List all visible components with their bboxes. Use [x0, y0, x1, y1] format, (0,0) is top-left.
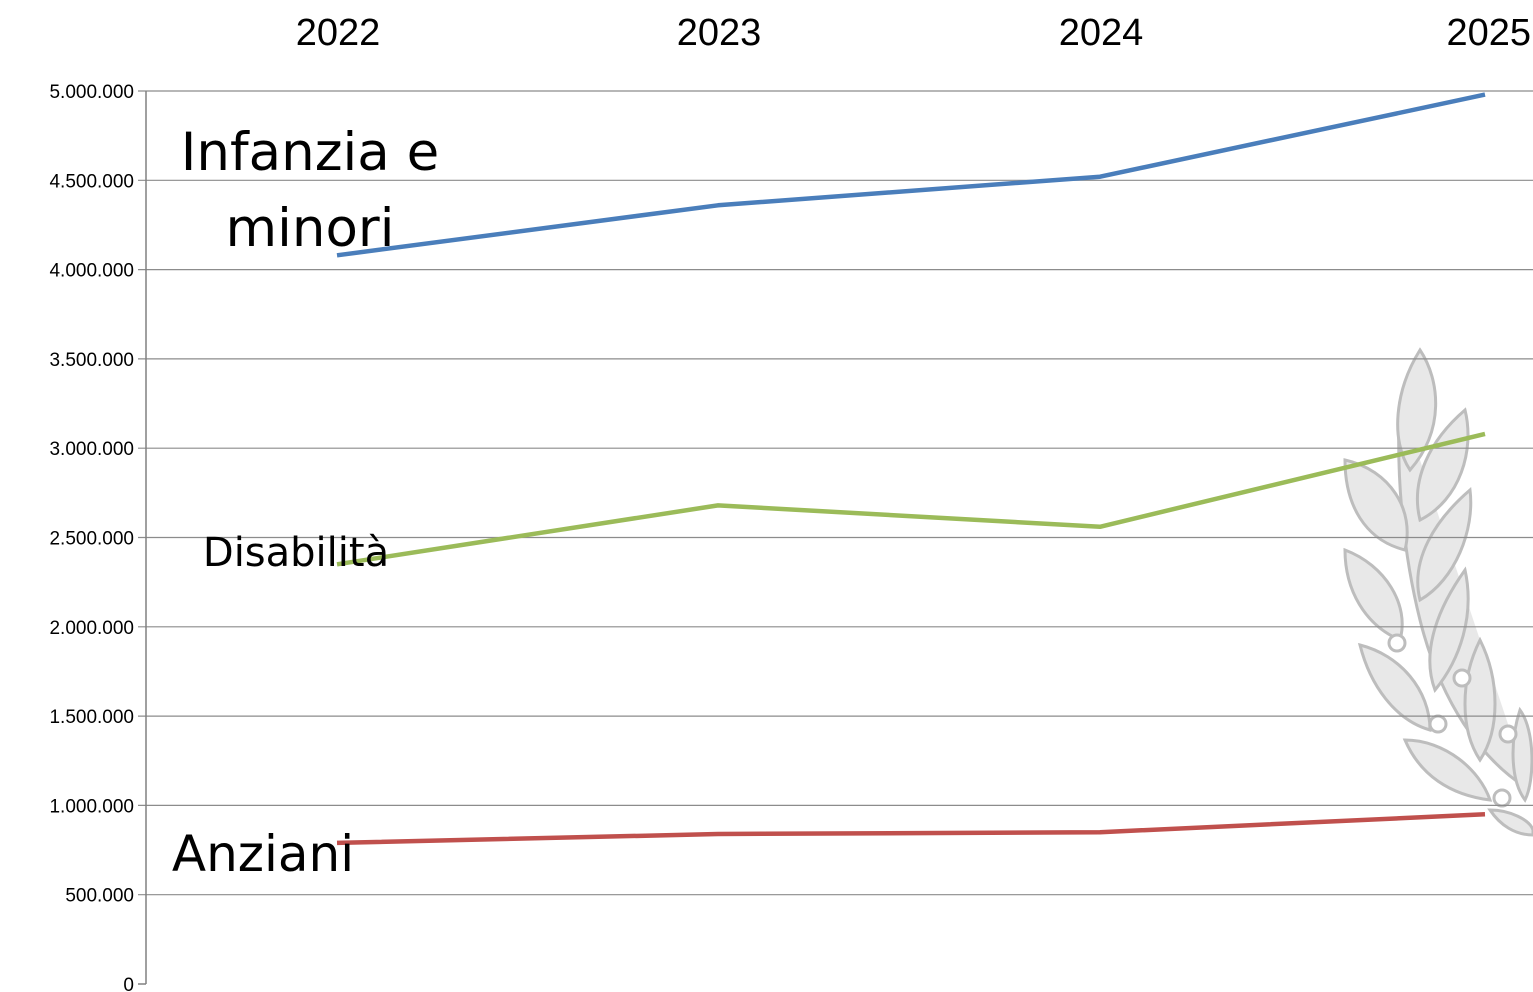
y-tick-label: 3.000.000 — [49, 439, 134, 460]
y-tick-label: 0 — [123, 975, 134, 992]
y-tick-label: 5.000.000 — [49, 82, 134, 103]
y-tick-label: 3.500.000 — [49, 350, 134, 371]
x-tick-label: 2022 — [296, 12, 381, 54]
series-line-3 — [336, 812, 1486, 846]
series-line-2 — [336, 431, 1486, 567]
y-tick-label: 500.000 — [65, 886, 134, 907]
y-tick-label: 4.000.000 — [49, 261, 134, 282]
y-tick-label: 1.000.000 — [49, 796, 134, 817]
series-label: Disabilità — [203, 530, 389, 576]
series-label: minori — [226, 198, 395, 259]
series-line-1 — [336, 92, 1486, 258]
olive-branch-watermark — [1343, 347, 1533, 837]
y-axis-tick-labels: 0 500.000 1.000.000 1.500.000 2.000.000 2.500… — [49, 82, 134, 992]
x-tick-label: 2025 — [1446, 12, 1531, 54]
axes — [138, 91, 147, 985]
y-tick-label: 4.500.000 — [49, 171, 134, 192]
y-tick-label: 2.500.000 — [49, 529, 134, 550]
x-tick-label: 2023 — [677, 12, 762, 54]
y-tick-label: 2.000.000 — [49, 618, 134, 639]
series-label: Anziani — [172, 825, 354, 883]
series-labels: Infanzia e minori Disabilità Anziani — [172, 122, 439, 883]
series-lines — [336, 92, 1486, 846]
y-tick-label: 1.500.000 — [49, 707, 134, 728]
gridlines — [138, 90, 1533, 896]
x-axis-tick-labels: 2022 2023 2024 2025 — [296, 12, 1531, 54]
x-tick-label: 2024 — [1059, 12, 1144, 54]
series-label: Infanzia e — [181, 122, 439, 183]
